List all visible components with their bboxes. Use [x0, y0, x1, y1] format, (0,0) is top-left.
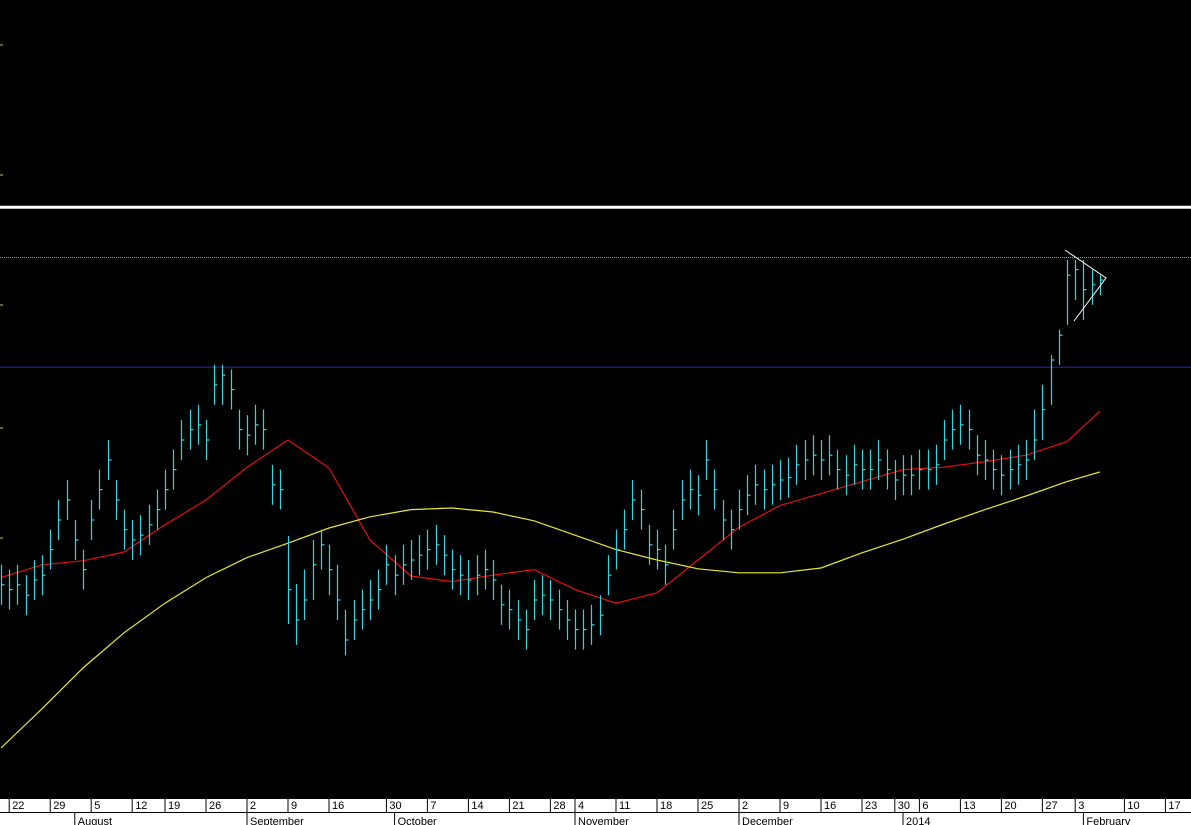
x-tick-label: 16	[824, 800, 836, 812]
x-tick-label: 7	[430, 800, 436, 812]
x-tick-label: 22	[12, 800, 24, 812]
plot-background	[0, 0, 1191, 798]
moving-average	[0, 471, 1100, 749]
x-tick-label: 28	[553, 800, 565, 812]
month-label: November	[578, 816, 629, 825]
x-tick-label: 20	[1004, 800, 1016, 812]
x-tick-label: 26	[209, 800, 221, 812]
x-tick-label: 30	[389, 800, 401, 812]
month-label: December	[742, 816, 793, 825]
x-tick-label: 3	[1078, 800, 1084, 812]
month-label: 2014	[906, 816, 930, 825]
x-tick-label: 30	[898, 800, 910, 812]
left-marks	[0, 44, 3, 539]
x-tick-label: 2	[250, 800, 256, 812]
x-tick-label: 9	[291, 800, 297, 812]
trend-lines	[1064, 249, 1107, 322]
month-label: February	[1086, 816, 1131, 825]
x-tick-label: 23	[865, 800, 877, 812]
x-tick-label: 6	[922, 800, 928, 812]
x-tick-label: 19	[168, 800, 180, 812]
x-tick-label: 2	[742, 800, 748, 812]
x-tick-label: 9	[783, 800, 789, 812]
x-tick-label: 21	[512, 800, 524, 812]
x-tick-label: 12	[135, 800, 147, 812]
axis-background	[0, 798, 1191, 825]
x-tick-label: 14	[471, 800, 483, 812]
x-tick-label: 11	[619, 800, 630, 812]
month-label: September	[250, 816, 304, 825]
x-tick-label: 27	[1045, 800, 1057, 812]
x-tick-label: 10	[1127, 800, 1139, 812]
month-label: August	[78, 816, 112, 825]
x-tick-label: 16	[332, 800, 344, 812]
x-tick-label: 17	[1168, 800, 1180, 812]
moving-average	[0, 410, 1101, 604]
triangle-drawing	[1064, 249, 1107, 322]
x-tick-label: 5	[94, 800, 100, 812]
x-tick-label: 18	[660, 800, 672, 812]
x-tick-label: 4	[578, 800, 584, 812]
x-tick-label: 13	[963, 800, 975, 812]
x-tick-label: 25	[701, 800, 713, 812]
month-label: October	[398, 816, 437, 825]
x-tick-label: 29	[53, 800, 65, 812]
